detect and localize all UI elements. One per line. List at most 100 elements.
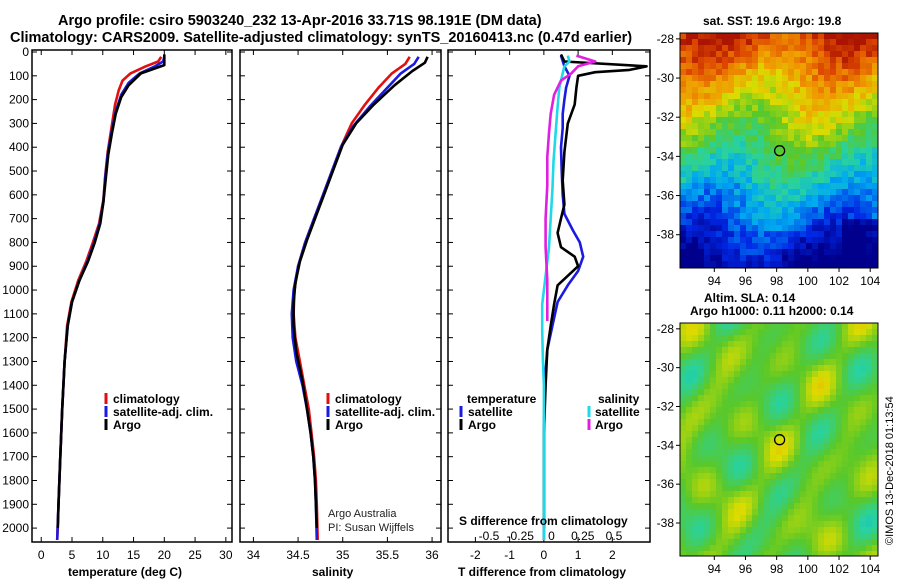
sla-map-image <box>680 323 878 556</box>
legend-argo-label: Argo <box>335 418 363 432</box>
lon-tick-label: 102 <box>829 562 849 576</box>
depth-tick-label: 900 <box>9 259 29 273</box>
depth-tick-label: 700 <box>9 212 29 226</box>
difference-x-label: T difference from climatology <box>458 565 626 579</box>
sst-map-panel: sat. SST: 19.6 Argo: 19.8 94 96 98 100 102 10… <box>657 14 881 288</box>
x-tick-label: 1 <box>575 548 582 562</box>
series-line-argo <box>542 53 648 529</box>
temperature-legend: climatology satellite-adj. clim. Argo <box>104 392 213 432</box>
lon-tick-label: 98 <box>770 274 784 288</box>
depth-tick-label: 1900 <box>2 497 29 511</box>
depth-tick-label: 400 <box>9 140 29 154</box>
sla-argo-location-marker <box>773 434 786 446</box>
legend-s-satellite-label: satellite <box>595 405 640 419</box>
lon-tick-label: 104 <box>860 562 880 576</box>
header-line1: Argo profile: csiro 5903240_232 13-Apr-2… <box>58 13 542 29</box>
lat-tick-label: -34 <box>657 149 675 163</box>
x-tick-label: -2 <box>470 548 481 562</box>
legend-temperature-title: temperature <box>467 392 537 406</box>
lon-tick-label: 96 <box>739 274 753 288</box>
lat-tick-label: -28 <box>657 32 675 46</box>
x-tick-label: 35.5 <box>376 548 400 562</box>
series-line-argo <box>56 54 166 529</box>
lat-tick-label: -38 <box>657 228 675 242</box>
depth-tick-label: 0 <box>22 45 29 59</box>
depth-tick-label: 1100 <box>3 307 29 321</box>
s-diff-tick-label: 0.5 <box>606 529 623 543</box>
lon-tick-label: 94 <box>708 274 722 288</box>
legend-climatology-label: climatology <box>335 392 402 406</box>
sst-argo-location-marker <box>773 145 786 157</box>
salinity-panel: 34 34.5 35 35.5 36 climatology satellite-adj… <box>239 49 442 579</box>
s-difference-label: S difference from climatology <box>459 514 628 528</box>
depth-tick-label: 1800 <box>2 473 29 487</box>
depth-tick-label: 300 <box>9 116 29 130</box>
sla-map-subtitle: Argo h1000: 0.11 h2000: 0.14 <box>690 304 854 318</box>
depth-tick-label: 600 <box>9 188 29 202</box>
s-diff-tick-label: 0.25 <box>571 529 595 543</box>
lon-tick-label: 94 <box>708 562 722 576</box>
difference-panel: -2 -1 0 1 2 temperature salinity satellite A… <box>447 49 651 579</box>
depth-tick-label: 1400 <box>2 378 29 392</box>
lon-tick-label: 98 <box>770 562 784 576</box>
sla-map-frame <box>679 322 879 557</box>
lat-tick-label: -30 <box>657 361 675 375</box>
depth-tick-label: 1000 <box>2 283 29 297</box>
difference-legend: temperature salinity satellite Argo sate… <box>459 392 640 432</box>
lat-tick-label: -28 <box>657 322 675 336</box>
s-diff-tick-label: 0 <box>548 529 555 543</box>
x-tick-label: 5 <box>69 548 76 562</box>
series-line-salinity_argo <box>544 54 597 321</box>
sst-map-image <box>680 33 878 268</box>
depth-tick-label: 1500 <box>2 402 29 416</box>
lon-tick-label: 100 <box>798 562 818 576</box>
sst-map-title: sat. SST: 19.6 Argo: 19.8 <box>703 14 842 28</box>
sla-map-title: Altim. SLA: 0.14 <box>704 291 796 305</box>
lon-tick-label: 102 <box>829 274 849 288</box>
legend-salinity-title: salinity <box>598 392 640 406</box>
salinity-plot-frame <box>239 49 442 543</box>
lat-tick-label: -36 <box>657 189 675 203</box>
lat-tick-label: -38 <box>657 516 675 530</box>
depth-tick-label: 800 <box>9 235 29 249</box>
legend-satellite-label: satellite-adj. clim. <box>113 405 213 419</box>
depth-tick-label: 500 <box>9 164 29 178</box>
x-tick-label: 30 <box>219 548 233 562</box>
depth-tick-label: 100 <box>9 69 29 83</box>
salinity-legend: climatology satellite-adj. clim. Argo <box>326 392 435 432</box>
lon-tick-label: 104 <box>860 274 880 288</box>
sla-map-panel: Altim. SLA: 0.14 Argo h1000: 0.11 h2000:… <box>657 291 881 576</box>
temperature-panel: 0100200300400500600700800900100011001200… <box>2 45 233 579</box>
lon-tick-label: 100 <box>798 274 818 288</box>
lon-tick-label: 96 <box>739 562 753 576</box>
legend-s-argo-label: Argo <box>595 418 623 432</box>
s-diff-tick-label: -0.25 <box>507 529 535 543</box>
series-line-argo <box>292 56 429 529</box>
x-tick-label: -1 <box>504 548 515 562</box>
depth-tick-label: 200 <box>9 93 29 107</box>
x-tick-label: 0 <box>38 548 45 562</box>
x-tick-label: 36 <box>425 548 439 562</box>
depth-tick-label: 1300 <box>2 354 29 368</box>
lat-tick-label: -32 <box>657 399 675 413</box>
x-tick-label: 2 <box>609 548 616 562</box>
temperature-plot-frame <box>31 49 233 543</box>
x-tick-label: 20 <box>158 548 172 562</box>
legend-climatology-label: climatology <box>113 392 180 406</box>
temperature-x-label: temperature (deg C) <box>68 565 182 579</box>
lat-tick-label: -30 <box>657 71 675 85</box>
depth-tick-label: 1600 <box>2 426 29 440</box>
depth-tick-label: 2000 <box>2 521 29 535</box>
legend-t-argo-label: Argo <box>468 418 496 432</box>
x-tick-label: 10 <box>96 548 110 562</box>
x-tick-label: 25 <box>188 548 202 562</box>
x-tick-label: 15 <box>127 548 141 562</box>
lat-tick-label: -34 <box>657 438 675 452</box>
credit-pi: PI: Susan Wijffels <box>328 522 414 534</box>
lat-tick-label: -32 <box>657 110 675 124</box>
imos-credit: ©IMOS 13-Dec-2018 01:13:54 <box>884 396 896 545</box>
credit-argo-australia: Argo Australia <box>328 508 397 520</box>
legend-satellite-label: satellite-adj. clim. <box>335 405 435 419</box>
legend-argo-label: Argo <box>113 418 141 432</box>
